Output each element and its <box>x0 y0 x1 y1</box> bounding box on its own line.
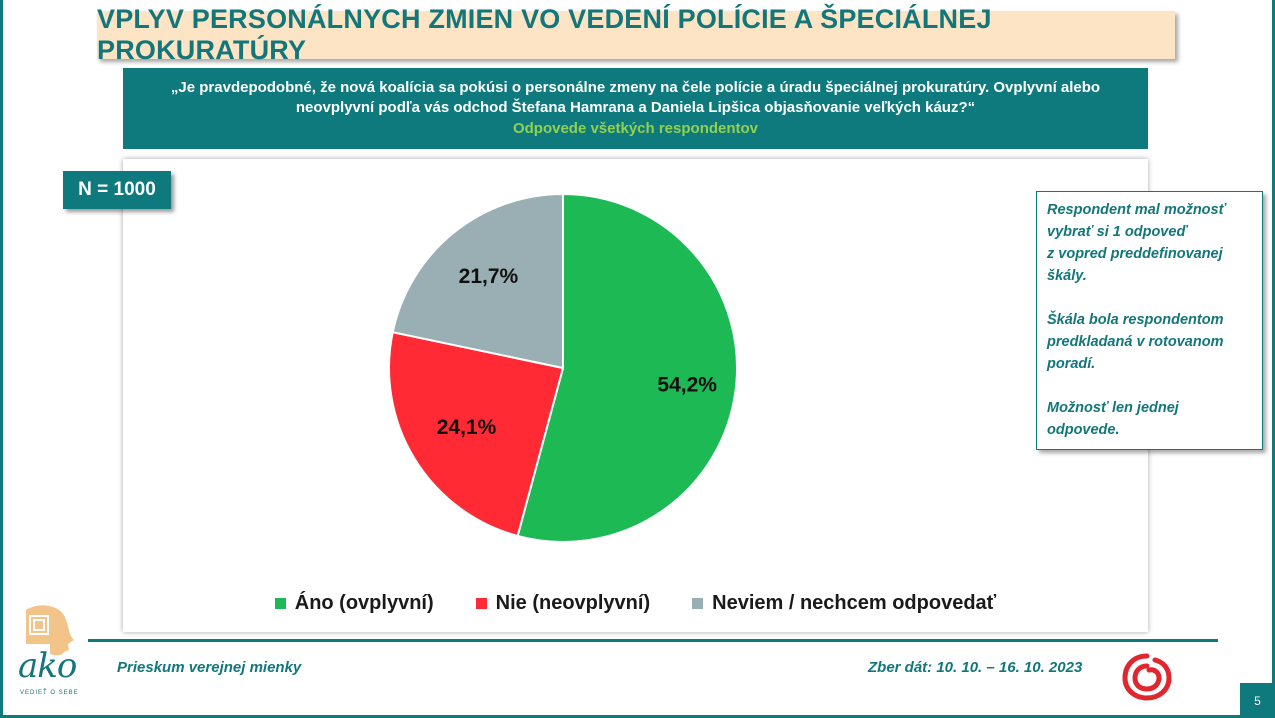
methodology-note: Respondent mal možnosť vybrať si 1 odpov… <box>1036 191 1263 450</box>
page-number: 5 <box>1240 683 1275 718</box>
question-box: „Je pravdepodobné, že nová koalícia sa p… <box>123 68 1148 149</box>
footer-date-range: Zber dát: 10. 10. – 16. 10. 2023 <box>868 659 1083 676</box>
frame-bottom <box>0 715 1275 718</box>
legend-swatch-1 <box>475 597 487 609</box>
legend-label-1: Nie (neovplyvní) <box>495 591 651 614</box>
frame-right <box>1272 0 1275 718</box>
ako-brand: ako <box>18 646 77 686</box>
sample-size-badge: N = 1000 <box>63 171 171 209</box>
ako-logo <box>12 604 102 702</box>
note-paragraph-2: Škála bola respondentom predkladaná v ro… <box>1047 312 1224 372</box>
legend-item-0: Áno (ovplyvní) <box>274 591 434 615</box>
page-title-box: VPLYV PERSONÁLNYCH ZMIEN VO VEDENÍ POLÍC… <box>97 4 1175 65</box>
head-profile-icon <box>26 605 74 656</box>
legend-item-2: Neviem / nechcem odpovedať <box>692 592 996 615</box>
note-paragraph-3: Možnosť len jednej odpovede. <box>1047 400 1179 438</box>
pie-data-label-2: 21,7% <box>459 265 519 288</box>
pie-slice-0 <box>516 192 738 543</box>
footer-divider <box>88 639 1218 642</box>
question-line-1: „Je pravdepodobné, že nová koalícia sa p… <box>170 78 1101 96</box>
pie-data-label-1: 24,1% <box>437 416 497 439</box>
legend-item-1: Nie (neovplyvní) <box>475 591 651 615</box>
pie-slice-2 <box>391 192 564 370</box>
legend-swatch-0 <box>274 597 286 609</box>
ako-tagline: VEDIEŤ O SEBE <box>20 690 79 696</box>
spiral-logo-icon <box>1122 653 1172 701</box>
chart-legend: Áno (ovplyvní) Nie (neovplyvní) Neviem / n… <box>123 585 1148 621</box>
question-line-2: neovplyvní podľa vás odchod Štefana Hamr… <box>295 98 976 116</box>
note-paragraph-1: Respondent mal možnosť vybrať si 1 odpov… <box>1047 202 1226 284</box>
pie-slice-1 <box>388 330 565 538</box>
pie-data-label-0: 54,2% <box>657 373 717 396</box>
legend-label-0: Áno (ovplyvní) <box>294 591 434 614</box>
legend-label-2: Neviem / nechcem odpovedať <box>712 591 997 614</box>
frame-left <box>0 0 3 718</box>
question-subtitle: Odpovede všetkých respondentov <box>512 119 759 137</box>
page-title: VPLYV PERSONÁLNYCH ZMIEN VO VEDENÍ POLÍC… <box>97 4 992 65</box>
footer-survey-label: Prieskum verejnej mienky <box>117 659 302 676</box>
legend-swatch-2 <box>692 597 704 609</box>
